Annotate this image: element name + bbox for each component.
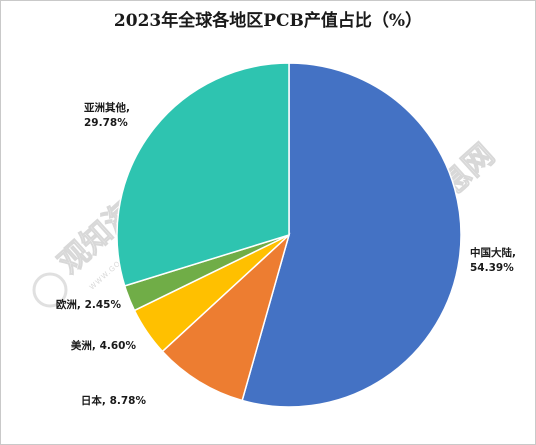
- pie-slice-1: [241, 62, 462, 408]
- pie-slices: [116, 62, 462, 408]
- slice-label-3: 美洲, 4.60%: [71, 339, 137, 352]
- slice-label-5: 亚洲其他, 29.78%: [84, 101, 130, 129]
- pie-slice-5: [116, 62, 290, 287]
- pie-slice-2: [161, 232, 291, 402]
- watermark-logo-icon: [32, 272, 68, 308]
- slice-label-1: 中国大陆, 54.39%: [470, 246, 516, 274]
- slice-label-4: 欧洲, 2.45%: [56, 298, 122, 311]
- chart-title: 2023年全球各地区PCB产值占比（%）: [113, 11, 423, 31]
- slice-label-2: 日本, 8.78%: [81, 394, 147, 407]
- slice-labels: 中国大陆, 54.39% 日本, 8.78% 美洲, 4.60% 欧洲, 2.45% 亚洲…: [56, 101, 516, 407]
